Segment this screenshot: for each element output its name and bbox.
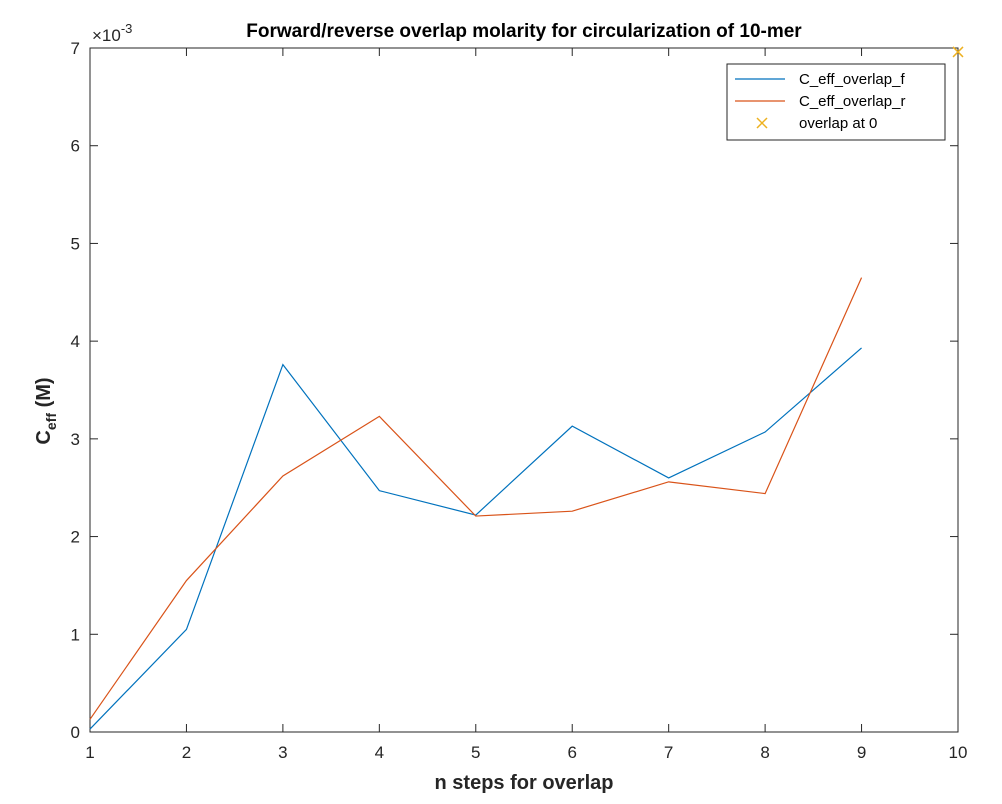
series-line-1 (89, 347, 862, 730)
y-axis-label-unit: (M) (33, 377, 55, 413)
y-multiplier-prefix: ×10 (92, 26, 121, 45)
marker-stroke (952, 46, 964, 58)
x-tick-label: 6 (567, 743, 576, 762)
y-tick-label: 3 (71, 430, 80, 449)
x-tick-label: 3 (278, 743, 287, 762)
y-tick-label: 6 (71, 137, 80, 156)
x-tick-label: 5 (471, 743, 480, 762)
y-tick-label: 4 (71, 332, 80, 351)
x-tick-label: 4 (375, 743, 384, 762)
y-tick-label: 7 (71, 39, 80, 58)
legend-swatch (756, 117, 768, 129)
axes-box (89, 47, 959, 733)
x-axis-label: n steps for overlap (435, 772, 614, 794)
y-multiplier-label: ×10-3 (92, 21, 132, 45)
chart-title: Forward/reverse overlap molarity for cir… (246, 21, 802, 42)
legend-label: overlap at 0 (799, 115, 877, 132)
series-line-2 (89, 277, 863, 720)
y-axis-label-sub: eff (43, 413, 59, 430)
y-multiplier-exponent: -3 (121, 21, 133, 36)
legend-box (726, 63, 946, 141)
x-tick-label: 7 (664, 743, 673, 762)
y-tick-label: 2 (71, 528, 80, 547)
y-tick-label: 0 (71, 723, 80, 742)
x-tick-label: 9 (857, 743, 866, 762)
y-tick-label: 1 (71, 625, 80, 644)
y-tick-label: 5 (71, 234, 80, 253)
y-axis-label-main: C (33, 430, 55, 444)
series-marker (952, 46, 964, 58)
legend-label: C_eff_overlap_f (799, 71, 905, 88)
x-tick-label: 8 (760, 743, 769, 762)
y-axis-label: Ceff (M) (33, 377, 59, 444)
x-tick-label: 10 (949, 743, 968, 762)
legend-label: C_eff_overlap_r (799, 93, 905, 110)
x-tick-label: 2 (182, 743, 191, 762)
x-tick-label: 1 (85, 743, 94, 762)
